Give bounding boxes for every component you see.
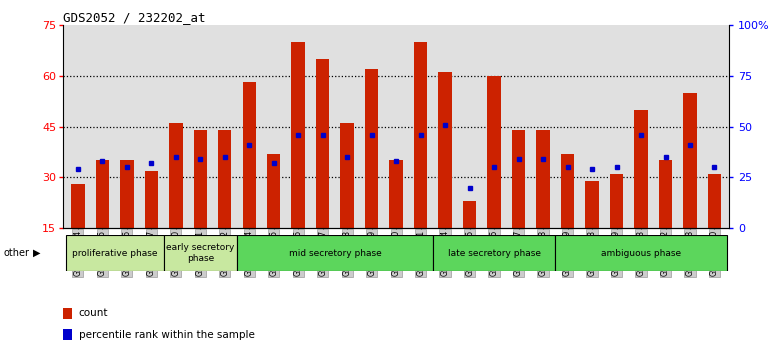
Bar bbox=[537, 130, 550, 228]
Text: GSM109833: GSM109833 bbox=[685, 230, 695, 276]
Text: early secretory
phase: early secretory phase bbox=[166, 244, 234, 263]
Text: GSM109825: GSM109825 bbox=[270, 230, 278, 276]
Text: GSM109832: GSM109832 bbox=[661, 230, 670, 276]
Bar bbox=[634, 110, 648, 228]
Bar bbox=[292, 42, 305, 228]
Bar bbox=[414, 42, 427, 228]
Bar bbox=[163, 235, 237, 271]
Bar bbox=[390, 160, 403, 228]
Text: GSM109831: GSM109831 bbox=[416, 230, 425, 276]
Text: GSM109830: GSM109830 bbox=[392, 230, 400, 276]
Text: GSM109821: GSM109821 bbox=[196, 230, 205, 276]
Bar bbox=[585, 181, 599, 228]
Text: GSM109837: GSM109837 bbox=[514, 230, 523, 276]
Text: GDS2052 / 232202_at: GDS2052 / 232202_at bbox=[63, 11, 206, 24]
Text: GSM109836: GSM109836 bbox=[490, 230, 499, 276]
Bar bbox=[555, 235, 727, 271]
Bar bbox=[463, 201, 477, 228]
Text: GSM109827: GSM109827 bbox=[318, 230, 327, 276]
Text: GSM109840: GSM109840 bbox=[710, 230, 719, 276]
Text: GSM109818: GSM109818 bbox=[588, 230, 597, 276]
Bar bbox=[659, 160, 672, 228]
Text: GSM109828: GSM109828 bbox=[343, 230, 352, 276]
Bar bbox=[237, 235, 433, 271]
Text: GSM109820: GSM109820 bbox=[171, 230, 180, 276]
Text: GSM109819: GSM109819 bbox=[612, 230, 621, 276]
Text: GSM109822: GSM109822 bbox=[220, 230, 229, 276]
Text: other: other bbox=[4, 248, 30, 258]
Text: percentile rank within the sample: percentile rank within the sample bbox=[79, 330, 254, 339]
Text: ambiguous phase: ambiguous phase bbox=[601, 249, 681, 258]
Text: GSM109824: GSM109824 bbox=[245, 230, 254, 276]
Bar bbox=[65, 235, 163, 271]
Text: mid secretory phase: mid secretory phase bbox=[289, 249, 381, 258]
Bar bbox=[512, 130, 525, 228]
Text: GSM109834: GSM109834 bbox=[440, 230, 450, 276]
Text: count: count bbox=[79, 308, 108, 318]
Text: late secretory phase: late secretory phase bbox=[447, 249, 541, 258]
Text: GSM109839: GSM109839 bbox=[563, 230, 572, 276]
Bar bbox=[683, 93, 697, 228]
Bar bbox=[316, 59, 330, 228]
Text: GSM109826: GSM109826 bbox=[293, 230, 303, 276]
Text: GSM109815: GSM109815 bbox=[98, 230, 107, 276]
Text: GSM109816: GSM109816 bbox=[122, 230, 132, 276]
Bar bbox=[169, 123, 182, 228]
Bar bbox=[71, 184, 85, 228]
Bar bbox=[340, 123, 354, 228]
Bar bbox=[267, 154, 280, 228]
Bar bbox=[365, 69, 378, 228]
Bar bbox=[438, 72, 452, 228]
Bar bbox=[145, 171, 158, 228]
Text: proliferative phase: proliferative phase bbox=[72, 249, 157, 258]
Bar bbox=[243, 82, 256, 228]
Text: GSM109838: GSM109838 bbox=[538, 230, 547, 276]
Bar bbox=[95, 160, 109, 228]
Bar bbox=[487, 76, 501, 228]
Bar bbox=[120, 160, 133, 228]
Bar bbox=[193, 130, 207, 228]
Bar bbox=[433, 235, 555, 271]
Bar bbox=[610, 174, 623, 228]
Text: GSM109835: GSM109835 bbox=[465, 230, 474, 276]
Bar bbox=[561, 154, 574, 228]
Text: GSM109829: GSM109829 bbox=[367, 230, 377, 276]
Text: ▶: ▶ bbox=[33, 248, 41, 258]
Bar bbox=[218, 130, 232, 228]
Bar bbox=[708, 174, 721, 228]
Text: GSM109817: GSM109817 bbox=[147, 230, 156, 276]
Text: GSM109814: GSM109814 bbox=[73, 230, 82, 276]
Text: GSM109823: GSM109823 bbox=[637, 230, 645, 276]
